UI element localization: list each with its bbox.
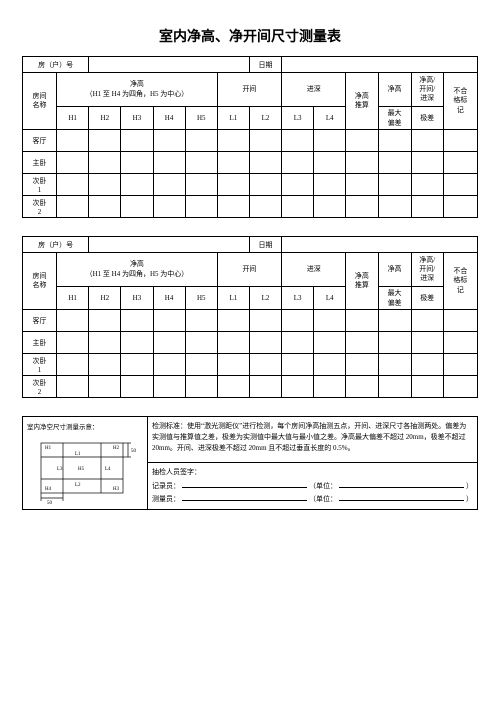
row-room: 次卧 1 (23, 354, 57, 376)
col-H4: H4 (153, 107, 185, 130)
date-label: 日期 (249, 237, 281, 253)
col-H4: H4 (153, 287, 185, 310)
diagram-caption: 室内净空尺寸测量示意： (27, 421, 143, 431)
row-room: 次卧 2 (23, 196, 57, 218)
col-H2: H2 (89, 107, 121, 130)
jinggao-hdr: 净高 （H1 至 H4 为四角，H5 为中心） (57, 73, 218, 107)
svg-text:H4: H4 (45, 487, 52, 492)
row-room: 主卧 (23, 332, 57, 354)
buhege-hdr: 不合 格标 记 (443, 253, 477, 310)
jinggao-tuisuan-hdr: 净高 推算 (346, 253, 378, 310)
row-room: 客厅 (23, 130, 57, 152)
inspector-label: 抽检人员签字： (152, 466, 201, 479)
svg-text:50: 50 (131, 449, 137, 454)
col-L4: L4 (314, 107, 346, 130)
col-L2: L2 (249, 107, 281, 130)
col-L2: L2 (249, 287, 281, 310)
house-no-value[interactable] (89, 237, 250, 253)
house-no-label: 房（户）号 (23, 237, 89, 253)
jinggao-col-hdr: 净高 (378, 253, 411, 287)
svg-text:L4: L4 (105, 467, 111, 472)
date-label: 日期 (249, 57, 281, 73)
svg-text:L3: L3 (57, 467, 63, 472)
svg-text:H5: H5 (78, 467, 85, 472)
kaijian-hdr: 开间 (217, 73, 281, 107)
recorder-line[interactable] (182, 479, 307, 488)
col-L3: L3 (282, 287, 314, 310)
col-L1: L1 (217, 287, 249, 310)
jinggao-tuisuan-hdr: 净高 推算 (346, 73, 378, 130)
kaijian-hdr: 开间 (217, 253, 281, 287)
col-L4: L4 (314, 287, 346, 310)
buhege-hdr: 不合 格标 记 (443, 73, 477, 130)
date-value[interactable] (282, 57, 478, 73)
row-room: 主卧 (23, 152, 57, 174)
surveyor-line[interactable] (182, 492, 307, 501)
col-H1: H1 (57, 287, 89, 310)
col-maxdev: 最大 偏差 (378, 107, 411, 130)
page-title: 室内净高、净开间尺寸测量表 (22, 26, 478, 46)
col-H5: H5 (185, 107, 217, 130)
surveyor-label: 测量员： (152, 493, 180, 506)
svg-text:50: 50 (47, 501, 53, 505)
recorder-unit-line[interactable] (339, 479, 464, 488)
signature-box: 抽检人员签字： 记录员：（单位：） 测量员：（单位：） (148, 463, 478, 510)
kjjs-hdr: 净高/ 开间/ 进深 (411, 73, 443, 107)
svg-text:H1: H1 (45, 446, 52, 451)
col-jicha: 极差 (411, 287, 443, 310)
house-no-value[interactable] (89, 57, 250, 73)
col-H3: H3 (121, 287, 153, 310)
measure-table-2: 房（户）号 日期 房间 名称 净高 （H1 至 H4 为四角，H5 为中心） 开… (22, 236, 478, 398)
notes-box: 检测标准：使用“激光测距仪”进行检测，每个房间净高抽测五点，开间、进深尺寸各抽测… (148, 416, 478, 463)
col-H3: H3 (121, 107, 153, 130)
diagram-svg: H1 H2 H4 H3 H5 L1 L2 L3 L4 50 50 (27, 433, 143, 505)
kjjs-hdr: 净高/ 开间/ 进深 (411, 253, 443, 287)
house-no-label: 房（户）号 (23, 57, 89, 73)
svg-text:L1: L1 (75, 452, 81, 457)
row-room: 次卧 2 (23, 376, 57, 398)
date-value[interactable] (282, 237, 478, 253)
row-room: 次卧 1 (23, 174, 57, 196)
col-maxdev: 最大 偏差 (378, 287, 411, 310)
jinshen-hdr: 进深 (282, 253, 346, 287)
col-L3: L3 (282, 107, 314, 130)
surveyor-unit-line[interactable] (339, 492, 464, 501)
col-H2: H2 (89, 287, 121, 310)
svg-text:H2: H2 (113, 446, 120, 451)
svg-text:L2: L2 (75, 483, 81, 488)
col-H1: H1 (57, 107, 89, 130)
jinshen-hdr: 进深 (282, 73, 346, 107)
row-room: 客厅 (23, 310, 57, 332)
col-L1: L1 (217, 107, 249, 130)
recorder-label: 记录员： (152, 480, 180, 493)
col-H5: H5 (185, 287, 217, 310)
svg-text:H3: H3 (113, 487, 120, 492)
jinggao-hdr: 净高 （H1 至 H4 为四角，H5 为中心） (57, 253, 218, 287)
col-jicha: 极差 (411, 107, 443, 130)
diagram-box: 室内净空尺寸测量示意： H1 H2 H4 H3 H5 L1 (22, 416, 148, 510)
room-name-hdr: 房间 名称 (23, 73, 57, 130)
measure-table-1: 房（户）号 日期 房间 名称 净高 （H1 至 H4 为四角，H5 为中心） 开… (22, 56, 478, 218)
room-name-hdr: 房间 名称 (23, 253, 57, 310)
jinggao-col-hdr: 净高 (378, 73, 411, 107)
